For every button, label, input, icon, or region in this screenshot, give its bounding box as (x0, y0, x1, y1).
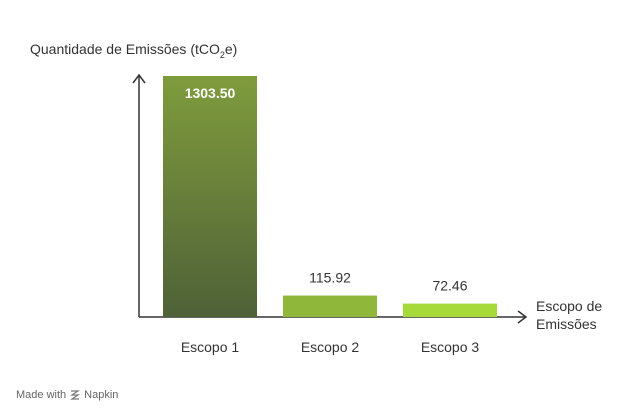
data-label-2: 115.92 (309, 270, 351, 286)
bar-2 (283, 295, 377, 317)
data-label-3: 72.46 (432, 278, 467, 294)
made-with-watermark: Made with Napkin (16, 389, 118, 401)
x-axis-title-line-2: Emissões (536, 316, 597, 332)
x-tick-label-3: Escopo 3 (421, 339, 480, 355)
x-tick-labels: Escopo 1 Escopo 2 Escopo 3 (181, 339, 480, 355)
bar-1 (163, 76, 257, 317)
data-label-1: 1303.50 (185, 85, 236, 101)
x-tick-label-1: Escopo 1 (181, 339, 240, 355)
napkin-logo-icon (70, 390, 81, 400)
y-axis-title: Quantidade de Emissões (tCO2e) (30, 41, 237, 60)
x-tick-label-2: Escopo 2 (301, 339, 360, 355)
made-with-text: Made with (16, 389, 67, 401)
x-axis-title-line-1: Escopo de (536, 298, 602, 314)
bars (163, 76, 497, 317)
y-axis-arrow (132, 73, 146, 84)
x-axis-arrow (517, 310, 528, 324)
bar-3 (403, 303, 497, 317)
data-labels: 1303.50 115.92 72.46 (185, 85, 468, 294)
x-axis-title: Escopo de Emissões (536, 298, 606, 332)
napkin-brand: Napkin (84, 389, 119, 401)
